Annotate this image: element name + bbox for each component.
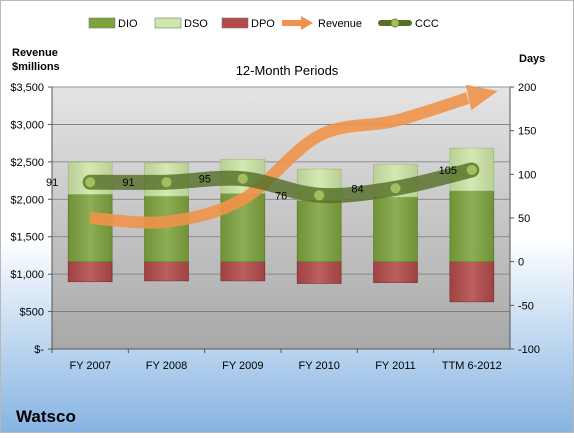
axes: $- $500 $1,000 $1,500 $2,000 $2,500 $3,000 $3,5… (10, 82, 540, 372)
right-axis-tick-label: 200 (518, 82, 536, 94)
legend-label-dio: DIO (118, 18, 138, 30)
legend: DIO DSO DPO Revenue CCC (88, 16, 439, 30)
left-axis-tick-label: $2,500 (10, 157, 44, 169)
legend-label-dpo: DPO (251, 18, 275, 30)
gridlines (52, 86, 510, 312)
ccc-data-label: 84 (351, 183, 363, 195)
ccc-data-label: 91 (122, 177, 134, 189)
legend-swatch-revenue-arrow (301, 16, 313, 30)
right-axis-label: Days (519, 53, 545, 65)
legend-label-dso: DSO (184, 18, 208, 30)
ccc-data-label: 95 (199, 174, 211, 186)
left-axis-label-line2: $millions (12, 61, 60, 73)
x-axis-tick-label: TTM 6-2012 (442, 360, 502, 372)
legend-swatch-dio (88, 17, 116, 29)
x-axis-tick-label: FY 2009 (222, 360, 263, 372)
left-axis-tick-label: $- (34, 344, 44, 356)
ccc-marker (465, 163, 478, 176)
right-axis-tick-label: 150 (518, 126, 536, 138)
left-axis-tick-label: $3,500 (10, 82, 44, 94)
legend-swatch-dso (154, 17, 182, 29)
left-axis-tick-label: $1,000 (10, 269, 44, 281)
right-axis-tick-label: 50 (518, 213, 530, 225)
legend-label-revenue: Revenue (318, 18, 362, 30)
x-axis-tick-label: FY 2007 (69, 360, 110, 372)
line-series (82, 84, 498, 229)
ccc-marker (84, 176, 97, 189)
left-axis-label-line1: Revenue (12, 47, 58, 59)
left-axis-tick-label: $500 (20, 307, 44, 319)
chart-title: 12-Month Periods (236, 63, 339, 78)
left-axis-tick-label: $1,500 (10, 232, 44, 244)
ccc-marker (236, 172, 249, 185)
ccc-data-label: 76 (275, 190, 287, 202)
revenue-line (89, 92, 470, 229)
left-axis-tick-label: $3,000 (10, 119, 44, 131)
legend-swatch-ccc-marker (390, 18, 400, 28)
legend-swatch-dpo (221, 17, 249, 29)
right-axis-tick-label: 0 (518, 257, 524, 269)
ccc-marker (160, 176, 173, 189)
legend-label-ccc: CCC (415, 18, 439, 30)
right-axis-tick-label: -100 (518, 344, 540, 356)
company-name: Watsco (16, 407, 76, 426)
x-axis-tick-label: FY 2008 (146, 360, 187, 372)
left-axis-tick-label: $2,000 (10, 194, 44, 206)
ccc-marker (389, 182, 402, 195)
revenue-arrowhead (465, 84, 498, 111)
x-axis-tick-label: FY 2010 (298, 360, 339, 372)
ccc-marker (313, 189, 326, 202)
x-axis-tick-label: FY 2011 (375, 360, 416, 372)
ccc-data-label: 105 (439, 165, 457, 177)
right-axis-tick-label: 100 (518, 169, 536, 181)
right-axis-tick-label: -50 (518, 300, 534, 312)
ccc-line (82, 162, 480, 204)
